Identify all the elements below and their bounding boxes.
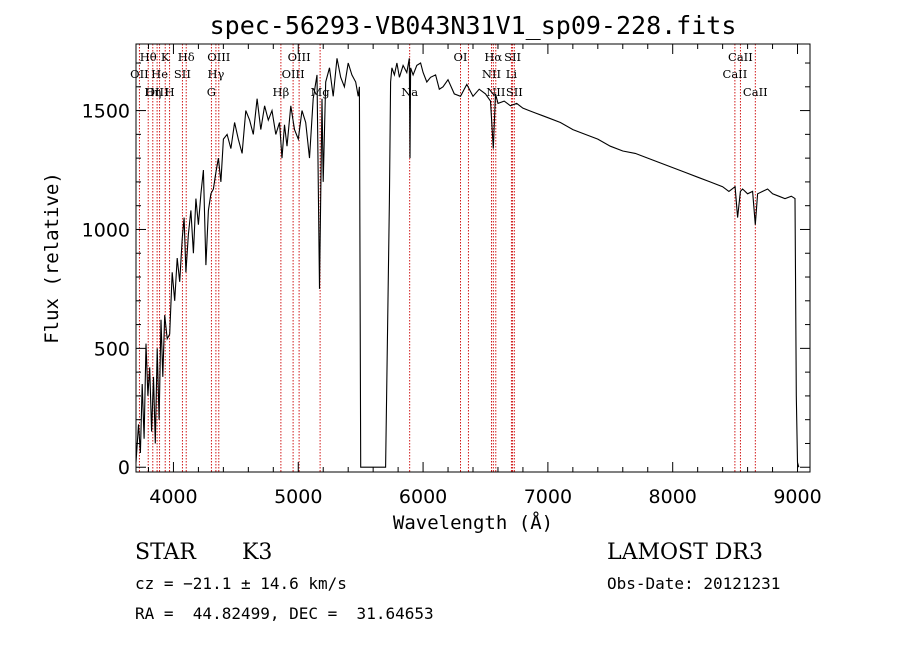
coordinates: RA = 44.82499, DEC = 31.64653 [135,604,434,623]
line-label: CaII [728,50,753,64]
line-label: Hη [144,85,161,99]
plot-frame [135,43,811,473]
y-axis-label: Flux (relative) [41,172,63,344]
observation-date: Obs-Date: 20121231 [607,574,781,593]
line-label: OI [454,50,468,64]
line-label: Li [506,67,518,81]
line-label: OIII [207,50,230,64]
chart-title: spec-56293-VB043N31V1_sp09-228.fits [210,11,737,40]
x-tick-label: 4000 [149,486,197,508]
y-tick-label: 1500 [82,101,130,123]
y-tick-label: 500 [94,338,130,360]
line-label: He [151,67,168,81]
x-tick-label: 6000 [399,486,447,508]
y-tick-label: 1000 [82,219,130,241]
x-axis-ticks: 4000 5000 6000 7000 8000 9000 [147,44,822,508]
emission-absorption-lines [138,44,756,472]
line-label: SII [506,85,523,99]
x-tick-label: 9000 [773,486,821,508]
x-tick-label: 7000 [524,486,572,508]
line-label: G [207,85,216,99]
y-axis-ticks: 0 500 1000 1500 [82,62,810,479]
line-label: Hγ [207,67,224,81]
x-tick-label: 8000 [649,486,697,508]
line-label: OII [130,67,149,81]
line-label: Hα [484,50,502,64]
x-tick-label: 5000 [274,486,322,508]
line-label: Hβ [273,85,290,99]
line-label: SII [504,50,521,64]
line-label: K [161,50,170,64]
radial-velocity: cz = −21.1 ± 14.6 km/s [135,574,347,593]
y-tick-label: 0 [118,457,130,479]
spectrum-line [135,58,800,468]
line-label: CaII [723,67,748,81]
line-label: OIII [146,85,169,99]
line-label: CaII [743,85,768,99]
line-label: OIII [288,50,311,64]
x-axis-label: Wavelength (Å) [393,511,553,534]
spectral-subclass: K3 [242,540,273,565]
line-label: OIII [282,67,305,81]
line-label: Hδ [178,50,195,64]
object-type: STAR [135,540,196,565]
survey-name: LAMOST DR3 [607,540,763,565]
line-label: H [165,85,175,99]
line-label: NII [486,85,505,99]
line-label: Hθ [140,50,157,64]
line-label: SII [174,67,191,81]
line-label: NII [482,67,501,81]
